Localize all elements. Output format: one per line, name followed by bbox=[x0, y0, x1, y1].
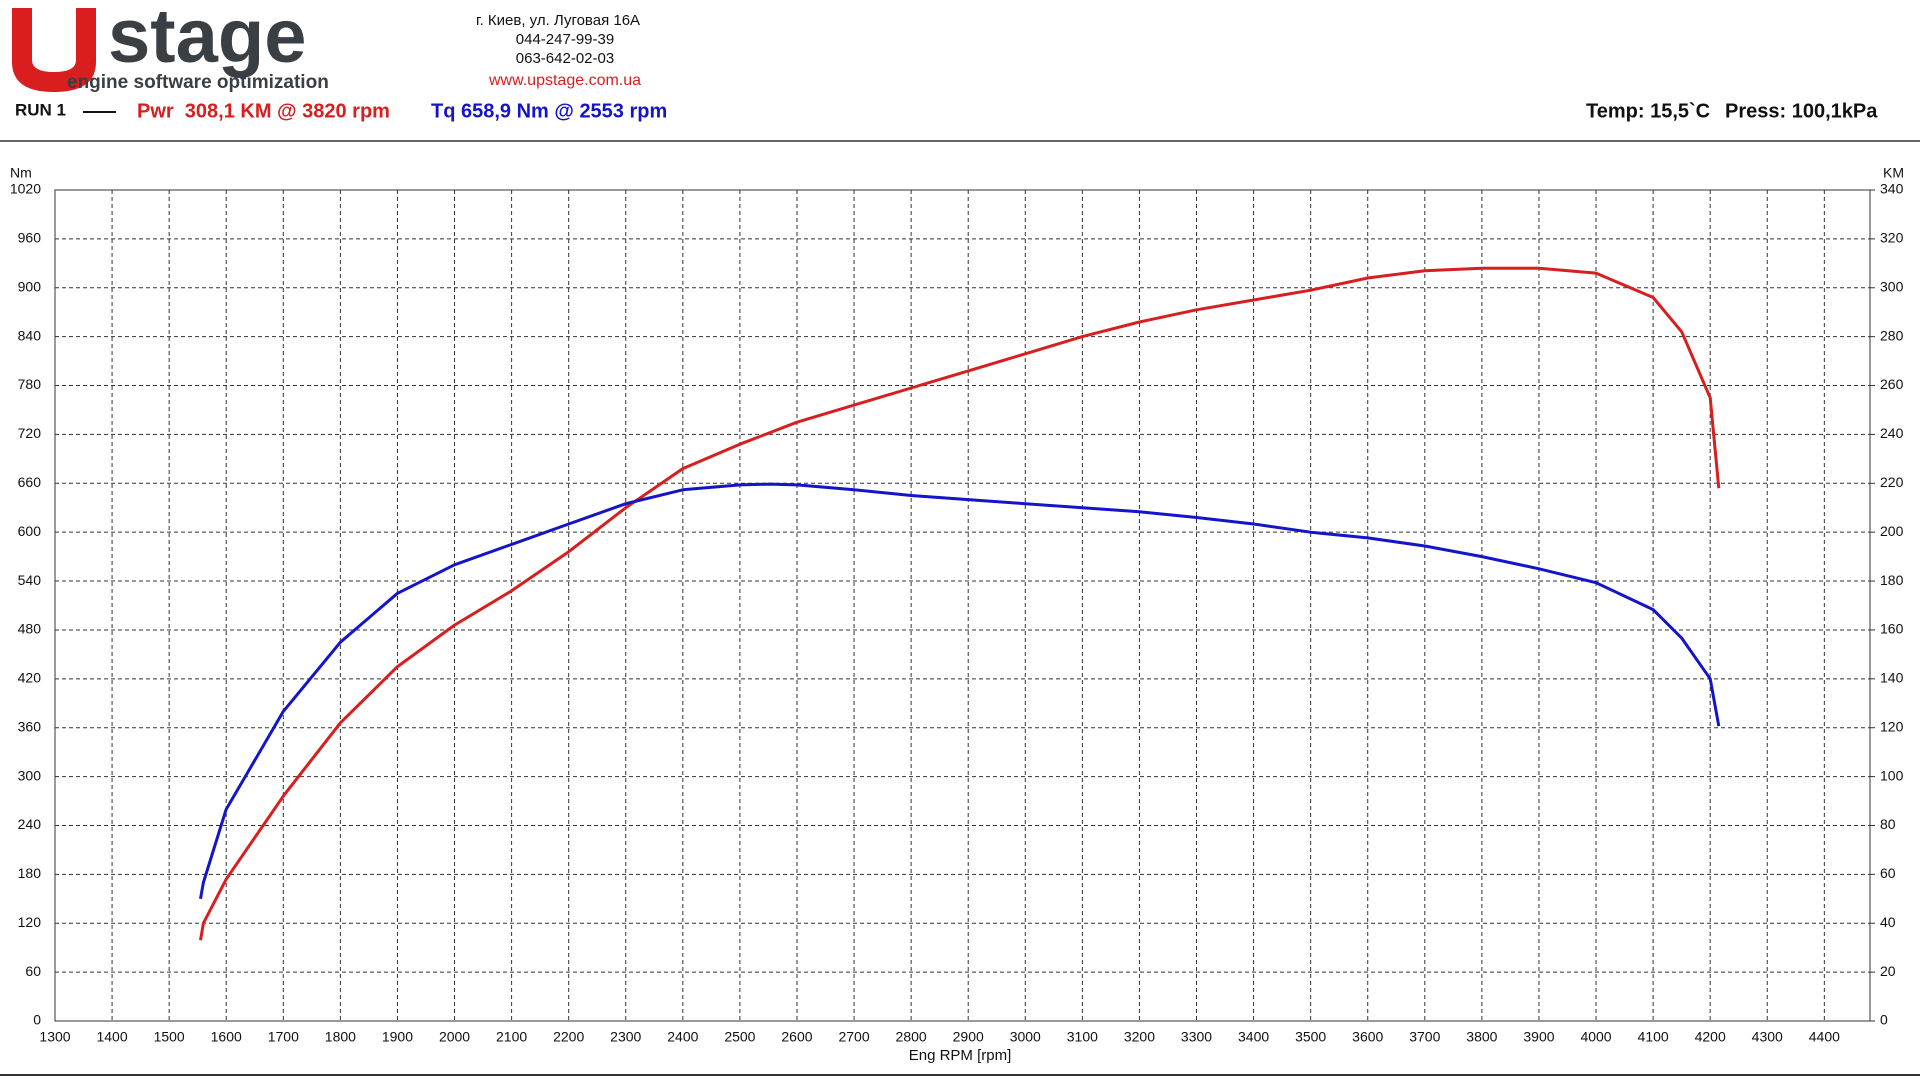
y2-tick-label: 340 bbox=[1880, 181, 1904, 197]
y-tick-label: 240 bbox=[18, 816, 42, 832]
y-tick-label: 300 bbox=[18, 767, 42, 783]
y-tick-label: 660 bbox=[18, 474, 42, 490]
x-tick-label: 2500 bbox=[724, 1029, 755, 1045]
x-tick-label: 1900 bbox=[382, 1029, 413, 1045]
x-tick-label: 3100 bbox=[1067, 1029, 1098, 1045]
x-tick-label: 2000 bbox=[439, 1029, 470, 1045]
press: Press: 100,1kPa bbox=[1725, 100, 1878, 122]
legend-entry: Tq 658,9 Nm @ 2553 rpm bbox=[431, 100, 667, 122]
x-tick-label: 2600 bbox=[781, 1029, 812, 1045]
x-tick-label: 3300 bbox=[1181, 1029, 1212, 1045]
logo-mark bbox=[12, 8, 96, 92]
x-tick-label: 1800 bbox=[325, 1029, 356, 1045]
x-tick-label: 2900 bbox=[953, 1029, 984, 1045]
x-tick-label: 2100 bbox=[496, 1029, 527, 1045]
x-tick-label: 3800 bbox=[1466, 1029, 1497, 1045]
y2-tick-label: 300 bbox=[1880, 278, 1904, 294]
series-line bbox=[199, 266, 1721, 941]
y2-tick-label: 60 bbox=[1880, 865, 1896, 881]
y2-axis-label: KM bbox=[1883, 165, 1904, 181]
y2-tick-label: 40 bbox=[1880, 914, 1896, 930]
y-tick-label: 360 bbox=[18, 718, 42, 734]
x-tick-label: 4200 bbox=[1695, 1029, 1726, 1045]
x-tick-label: 4000 bbox=[1580, 1029, 1611, 1045]
x-tick-label: 1500 bbox=[154, 1029, 185, 1045]
logo-arrow bbox=[38, 22, 70, 70]
x-tick-label: 2400 bbox=[667, 1029, 698, 1045]
logo-tagline: engine software optimization bbox=[67, 72, 329, 93]
x-tick-label: 3400 bbox=[1238, 1029, 1269, 1045]
y2-tick-label: 120 bbox=[1880, 718, 1904, 734]
x-tick-label: 3000 bbox=[1010, 1029, 1041, 1045]
x-tick-label: 4100 bbox=[1638, 1029, 1669, 1045]
website: www.upstage.com.ua bbox=[488, 72, 641, 89]
legend-entry: Pwr 308,1 KM @ 3820 rpm bbox=[137, 100, 390, 122]
y-tick-label: 720 bbox=[18, 425, 42, 441]
y2-tick-label: 140 bbox=[1880, 670, 1904, 686]
y-tick-label: 120 bbox=[18, 914, 42, 930]
x-tick-label: 2200 bbox=[553, 1029, 584, 1045]
x-tick-label: 4400 bbox=[1809, 1029, 1840, 1045]
y2-tick-label: 320 bbox=[1880, 230, 1904, 246]
x-axis-label: Eng RPM [rpm] bbox=[909, 1047, 1012, 1064]
x-tick-label: 3500 bbox=[1295, 1029, 1326, 1045]
x-tick-label: 1300 bbox=[39, 1029, 70, 1045]
y-tick-label: 540 bbox=[18, 572, 42, 588]
y2-tick-label: 160 bbox=[1880, 621, 1904, 637]
phone: 044-247-99-39 bbox=[516, 31, 614, 48]
run-label: RUN 1 bbox=[15, 100, 66, 119]
series-line bbox=[199, 482, 1721, 900]
x-tick-label: 2800 bbox=[896, 1029, 927, 1045]
y2-tick-label: 80 bbox=[1880, 816, 1896, 832]
y-tick-label: 1020 bbox=[10, 181, 41, 197]
y2-tick-label: 180 bbox=[1880, 572, 1904, 588]
y-tick-label: 900 bbox=[18, 278, 42, 294]
logo-word: stage bbox=[108, 0, 307, 79]
phone: 063-642-02-03 bbox=[516, 50, 614, 67]
y2-tick-label: 0 bbox=[1880, 1012, 1888, 1028]
x-tick-label: 1700 bbox=[268, 1029, 299, 1045]
x-tick-label: 2700 bbox=[838, 1029, 869, 1045]
y2-tick-label: 280 bbox=[1880, 327, 1904, 343]
y-tick-label: 60 bbox=[25, 963, 41, 979]
y-tick-label: 840 bbox=[18, 327, 42, 343]
x-tick-label: 3900 bbox=[1523, 1029, 1554, 1045]
y-tick-label: 480 bbox=[18, 621, 42, 637]
y-axis-label: Nm bbox=[10, 165, 32, 181]
y-tick-label: 180 bbox=[18, 865, 42, 881]
x-tick-label: 1600 bbox=[211, 1029, 242, 1045]
x-tick-label: 4300 bbox=[1752, 1029, 1783, 1045]
y-tick-label: 420 bbox=[18, 670, 42, 686]
y-tick-label: 960 bbox=[18, 230, 42, 246]
x-tick-label: 3600 bbox=[1352, 1029, 1383, 1045]
y-tick-label: 0 bbox=[33, 1012, 41, 1028]
x-tick-label: 3200 bbox=[1124, 1029, 1155, 1045]
y2-tick-label: 240 bbox=[1880, 425, 1904, 441]
y-tick-label: 780 bbox=[18, 376, 42, 392]
temp: Temp: 15,5`C bbox=[1586, 100, 1710, 122]
logo-letter: U bbox=[0, 0, 1, 1]
x-tick-label: 2300 bbox=[610, 1029, 641, 1045]
address: г. Киев, ул. Луговая 16А bbox=[476, 12, 640, 29]
y2-tick-label: 200 bbox=[1880, 523, 1904, 539]
x-tick-label: 1400 bbox=[96, 1029, 127, 1045]
y2-tick-label: 100 bbox=[1880, 767, 1904, 783]
plot-area bbox=[54, 189, 1871, 1022]
x-tick-label: 3700 bbox=[1409, 1029, 1440, 1045]
y-tick-label: 600 bbox=[18, 523, 42, 539]
y2-tick-label: 260 bbox=[1880, 376, 1904, 392]
y2-tick-label: 20 bbox=[1880, 963, 1896, 979]
y2-tick-label: 220 bbox=[1880, 474, 1904, 490]
